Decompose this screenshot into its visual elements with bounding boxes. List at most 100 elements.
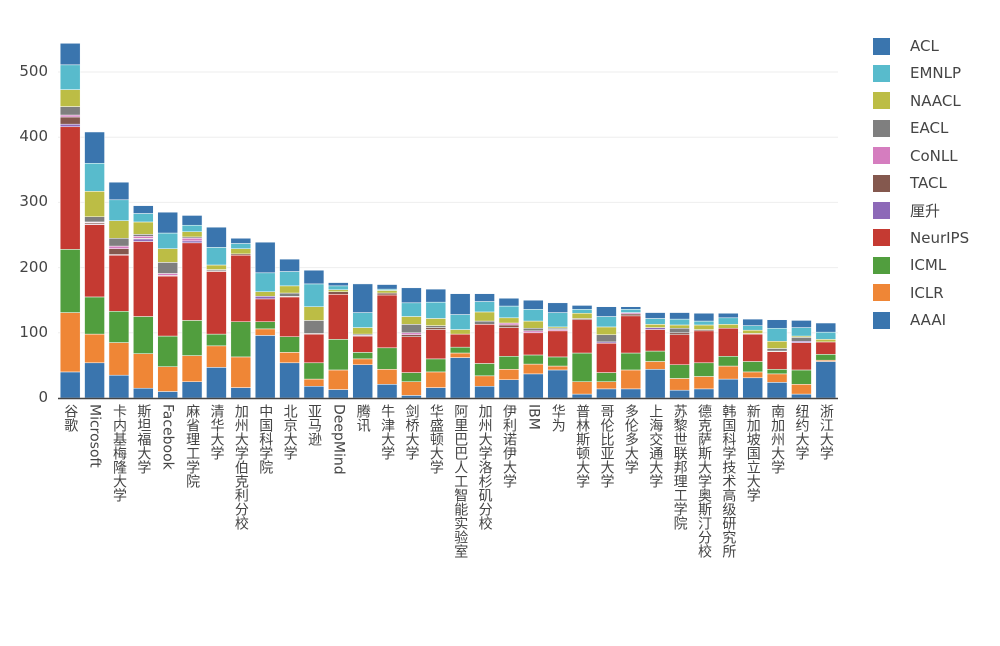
bar-segment[interactable] (206, 333, 227, 347)
bar-segment[interactable] (449, 329, 471, 335)
bar-segment[interactable] (523, 354, 544, 365)
bar-segment[interactable] (401, 287, 422, 304)
bar-segment[interactable] (230, 254, 252, 322)
bar-segment[interactable] (766, 369, 788, 375)
bar-segment[interactable] (401, 302, 422, 317)
bar-segment[interactable] (474, 311, 495, 322)
bar-segment[interactable] (523, 309, 544, 322)
bar-segment[interactable] (644, 327, 666, 330)
bar-segment[interactable] (59, 114, 81, 118)
bar-segment[interactable] (449, 357, 471, 399)
bar-segment[interactable] (254, 296, 276, 300)
bar-segment[interactable] (376, 384, 398, 399)
bar-segment[interactable] (449, 293, 471, 315)
bar-segment[interactable] (791, 393, 812, 399)
bar-segment[interactable] (815, 354, 837, 361)
bar-segment[interactable] (401, 316, 422, 325)
bar-segment[interactable] (352, 364, 373, 399)
bar-segment[interactable] (791, 320, 812, 328)
bar-segment[interactable] (644, 312, 666, 319)
bar-segment[interactable] (644, 318, 666, 325)
bar-segment[interactable] (254, 298, 276, 322)
bar-segment[interactable] (547, 330, 568, 358)
bar-segment[interactable] (523, 299, 544, 310)
bar-segment[interactable] (328, 389, 349, 399)
bar-segment[interactable] (547, 356, 568, 367)
bar-segment[interactable] (108, 238, 130, 247)
bar-segment[interactable] (352, 312, 373, 328)
bar-segment[interactable] (108, 220, 130, 239)
legend-item[interactable]: TACL (873, 173, 947, 193)
bar-segment[interactable] (693, 324, 715, 330)
bar-segment[interactable] (815, 322, 837, 333)
bar-segment[interactable] (523, 330, 544, 334)
bar-segment[interactable] (279, 352, 300, 364)
bar-segment[interactable] (766, 373, 788, 383)
bar-segment[interactable] (328, 291, 349, 295)
bar-segment[interactable] (352, 283, 373, 313)
bar-segment[interactable] (766, 382, 788, 399)
bar-segment[interactable] (108, 374, 130, 399)
bar-segment[interactable] (669, 334, 690, 365)
bar-segment[interactable] (328, 282, 349, 287)
bar-segment[interactable] (84, 216, 105, 223)
bar-segment[interactable] (279, 258, 300, 272)
bar-segment[interactable] (620, 313, 642, 317)
bar-segment[interactable] (401, 336, 422, 373)
bar-segment[interactable] (669, 318, 690, 326)
bar-segment[interactable] (571, 381, 593, 395)
bar-segment[interactable] (766, 341, 788, 349)
bar-segment[interactable] (157, 211, 178, 234)
bar-segment[interactable] (181, 240, 203, 244)
bar-segment[interactable] (133, 236, 154, 239)
bar-segment[interactable] (181, 242, 203, 321)
bar-segment[interactable] (84, 131, 105, 164)
bar-segment[interactable] (425, 301, 447, 319)
bar-segment[interactable] (376, 369, 398, 385)
bar-segment[interactable] (303, 386, 325, 399)
bar-segment[interactable] (498, 317, 520, 324)
bar-segment[interactable] (547, 369, 568, 399)
bar-segment[interactable] (425, 329, 447, 360)
bar-segment[interactable] (181, 215, 203, 226)
bar-segment[interactable] (596, 372, 617, 382)
bar-segment[interactable] (498, 379, 520, 399)
bar-segment[interactable] (133, 205, 154, 214)
bar-segment[interactable] (474, 293, 495, 302)
bar-segment[interactable] (303, 269, 325, 285)
bar-segment[interactable] (644, 350, 666, 362)
bar-segment[interactable] (133, 238, 154, 242)
bar-segment[interactable] (547, 302, 568, 313)
bar-segment[interactable] (523, 327, 544, 332)
bar-segment[interactable] (718, 356, 739, 367)
bar-segment[interactable] (328, 285, 349, 291)
legend-item[interactable]: ICLR (873, 283, 944, 303)
bar-segment[interactable] (108, 181, 130, 201)
bar-segment[interactable] (133, 221, 154, 235)
bar-segment[interactable] (791, 369, 812, 385)
bar-segment[interactable] (620, 369, 642, 390)
bar-segment[interactable] (230, 238, 252, 244)
bar-segment[interactable] (644, 361, 666, 370)
bar-segment[interactable] (181, 355, 203, 382)
bar-segment[interactable] (571, 393, 593, 399)
bar-segment[interactable] (766, 348, 788, 352)
bar-segment[interactable] (108, 342, 130, 376)
bar-segment[interactable] (596, 326, 617, 336)
bar-segment[interactable] (815, 331, 837, 340)
bar-segment[interactable] (108, 248, 130, 255)
bar-segment[interactable] (352, 352, 373, 360)
bar-segment[interactable] (693, 312, 715, 322)
bar-segment[interactable] (474, 324, 495, 364)
bar-segment[interactable] (254, 291, 276, 297)
bar-segment[interactable] (254, 272, 276, 292)
bar-segment[interactable] (376, 347, 398, 370)
bar-segment[interactable] (254, 335, 276, 399)
bar-segment[interactable] (401, 395, 422, 399)
bar-segment[interactable] (571, 312, 593, 319)
bar-segment[interactable] (547, 312, 568, 328)
bar-segment[interactable] (303, 283, 325, 307)
bar-segment[interactable] (791, 327, 812, 337)
bar-segment[interactable] (498, 324, 520, 328)
bar-segment[interactable] (157, 273, 178, 276)
